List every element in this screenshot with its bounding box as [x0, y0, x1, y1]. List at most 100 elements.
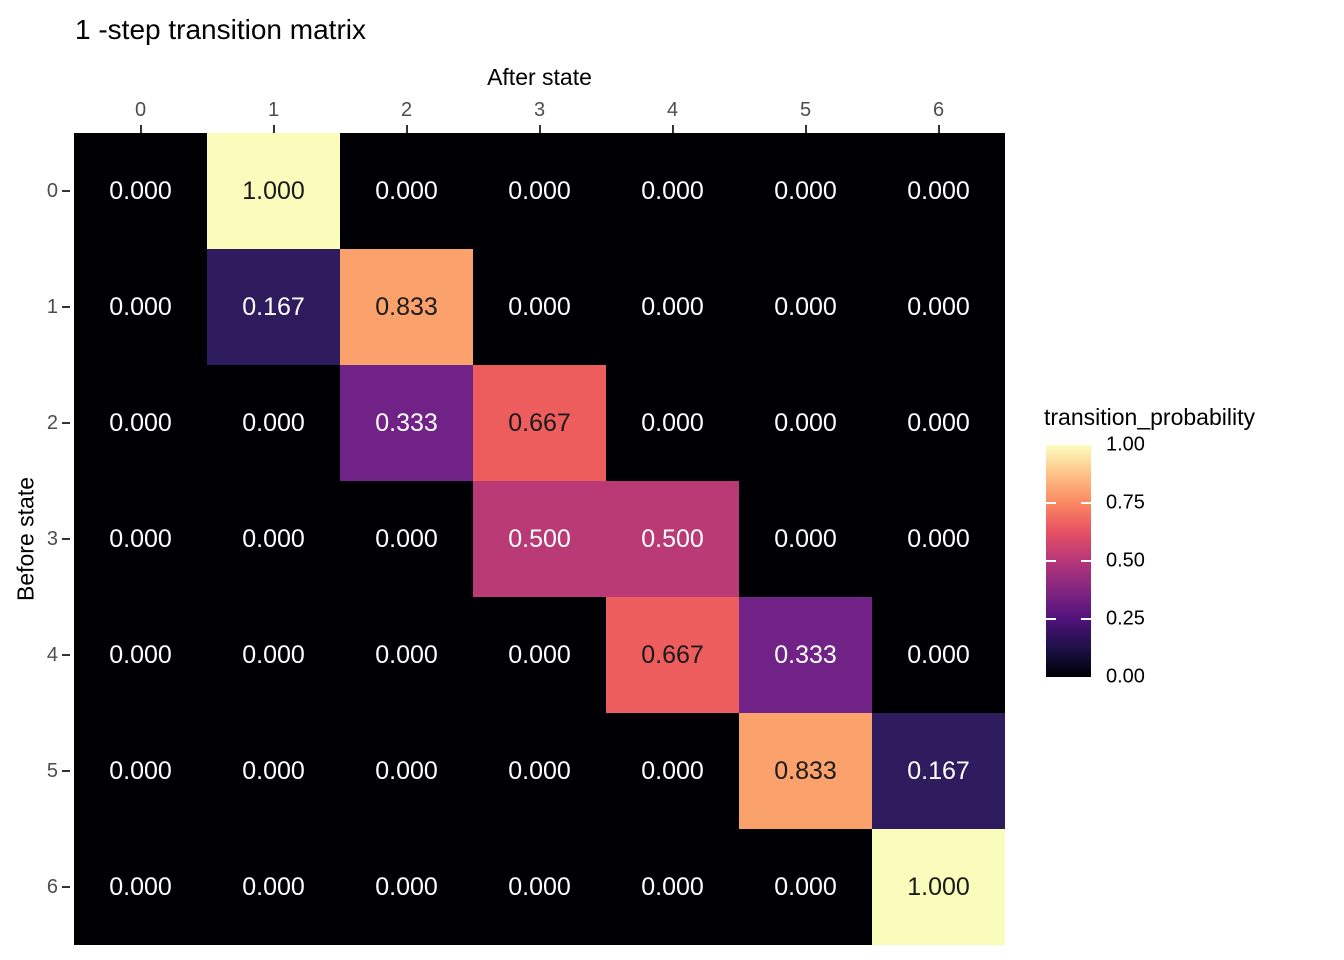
- x-axis-tick-slot: [340, 125, 473, 133]
- heatmap-cell: 1.000: [207, 133, 340, 249]
- heatmap-cell: 0.167: [872, 713, 1005, 829]
- heatmap-cell: 0.000: [340, 597, 473, 713]
- x-axis-tick-slot: [207, 125, 340, 133]
- heatmap-cell: 0.000: [74, 133, 207, 249]
- cell-value: 0.000: [907, 640, 970, 669]
- cell-value: 0.000: [508, 176, 571, 205]
- cell-value: 0.000: [774, 872, 837, 901]
- heatmap-cell: 0.000: [473, 597, 606, 713]
- y-axis-tick-mark: [62, 190, 70, 192]
- y-axis-tick-mark: [62, 654, 70, 656]
- heatmap-cell: 0.000: [74, 249, 207, 365]
- cell-value: 0.000: [907, 408, 970, 437]
- x-axis-tick-label: 5: [799, 99, 812, 121]
- x-axis-tick-label: 6: [932, 99, 945, 121]
- legend-tick-label: 0.25: [1106, 607, 1145, 630]
- cell-value: 0.000: [109, 640, 172, 669]
- y-axis-tick-slot: [62, 713, 70, 829]
- cell-value: 0.000: [242, 524, 305, 553]
- cell-value: 0.000: [774, 408, 837, 437]
- heatmap-cell: 0.000: [340, 133, 473, 249]
- heatmap-cell: 0.000: [872, 133, 1005, 249]
- cell-value: 0.000: [242, 872, 305, 901]
- x-axis-tick-mark: [671, 125, 674, 133]
- heatmap-cell: 0.000: [74, 829, 207, 945]
- x-axis-tick-mark: [937, 125, 940, 133]
- cell-value: 0.000: [109, 524, 172, 553]
- y-axis-title: Before state: [12, 476, 39, 602]
- heatmap-cell: 0.000: [74, 481, 207, 597]
- heatmap-cell: 0.000: [606, 713, 739, 829]
- heatmap-cell: 0.833: [739, 713, 872, 829]
- cell-value: 0.000: [109, 756, 172, 785]
- heatmap-cell: 0.000: [207, 829, 340, 945]
- heatmap-cell: 0.667: [606, 597, 739, 713]
- legend-tick-label: 0.75: [1106, 491, 1145, 514]
- cell-value: 0.000: [508, 756, 571, 785]
- cell-value: 0.000: [375, 756, 438, 785]
- colorbar-tick-mark: [1046, 618, 1056, 620]
- y-axis-tick-label: 6: [46, 875, 58, 898]
- y-axis-tick-mark: [62, 538, 70, 540]
- cell-value: 0.167: [242, 292, 305, 321]
- y-axis-tick-mark: [62, 306, 70, 308]
- heatmap-cell: 0.000: [872, 597, 1005, 713]
- x-axis-tick-slot: [473, 125, 606, 133]
- colorbar-tick-mark: [1081, 618, 1091, 620]
- cell-value: 0.333: [375, 408, 438, 437]
- legend-tick-label: 1.00: [1106, 433, 1145, 456]
- cell-value: 0.167: [907, 756, 970, 785]
- cell-value: 0.000: [641, 176, 704, 205]
- cell-value: 0.000: [774, 292, 837, 321]
- cell-value: 0.000: [242, 756, 305, 785]
- chart-title: 1 -step transition matrix: [75, 14, 366, 45]
- cell-value: 0.000: [774, 524, 837, 553]
- cell-value: 0.000: [907, 524, 970, 553]
- cell-value: 0.000: [375, 640, 438, 669]
- y-axis-tick-marks: [62, 133, 70, 945]
- heatmap-cell: 0.000: [207, 713, 340, 829]
- y-axis-tick-label: 2: [46, 411, 58, 434]
- heatmap-cell: 0.000: [207, 365, 340, 481]
- heatmap-cell: 0.333: [340, 365, 473, 481]
- y-axis-tick-slot: [62, 829, 70, 945]
- cell-value: 0.000: [109, 292, 172, 321]
- heatmap-cell: 0.000: [74, 713, 207, 829]
- cell-value: 0.333: [774, 640, 837, 669]
- heatmap-cell: 0.500: [606, 481, 739, 597]
- heatmap-cell: 0.667: [473, 365, 606, 481]
- cell-value: 1.000: [242, 176, 305, 205]
- legend-tick-label: 0.00: [1106, 665, 1145, 688]
- heatmap-cell: 0.000: [74, 365, 207, 481]
- y-axis-tick-slot: [62, 597, 70, 713]
- cell-value: 0.000: [242, 640, 305, 669]
- cell-value: 0.000: [375, 524, 438, 553]
- x-axis-title: After state: [487, 64, 592, 90]
- colorbar-tick-mark: [1081, 502, 1091, 504]
- y-axis-tick-label: 3: [46, 527, 58, 550]
- heatmap-cell: 0.000: [606, 365, 739, 481]
- y-axis-tick-mark: [62, 770, 70, 772]
- x-axis-tick-label: 3: [533, 99, 546, 121]
- cell-value: 0.500: [641, 524, 704, 553]
- cell-value: 0.000: [508, 872, 571, 901]
- x-axis-tick-mark: [139, 125, 142, 133]
- heatmap-cell: 0.000: [606, 829, 739, 945]
- heatmap-panel: 0.000 1.000 0.000 0.000 0.000 0.000 0.000 0.000…: [74, 133, 1005, 945]
- heatmap-cell: 0.833: [340, 249, 473, 365]
- heatmap-cell: 0.000: [473, 829, 606, 945]
- heatmap-cell: 0.000: [340, 829, 473, 945]
- y-axis-tick-label: 1: [46, 295, 58, 318]
- heatmap-cell: 0.333: [739, 597, 872, 713]
- heatmap-cell: 0.000: [872, 481, 1005, 597]
- cell-value: 0.667: [641, 640, 704, 669]
- cell-value: 0.000: [641, 292, 704, 321]
- legend-title: transition_probability: [1044, 404, 1255, 430]
- heatmap-cell: 0.000: [606, 133, 739, 249]
- x-axis-tick-marks: [74, 125, 1005, 133]
- colorbar-tick-mark: [1046, 560, 1056, 562]
- y-axis-tick-slot: [62, 481, 70, 597]
- x-axis-tick-label: 4: [666, 99, 679, 121]
- y-axis-tick-label: 4: [46, 643, 58, 666]
